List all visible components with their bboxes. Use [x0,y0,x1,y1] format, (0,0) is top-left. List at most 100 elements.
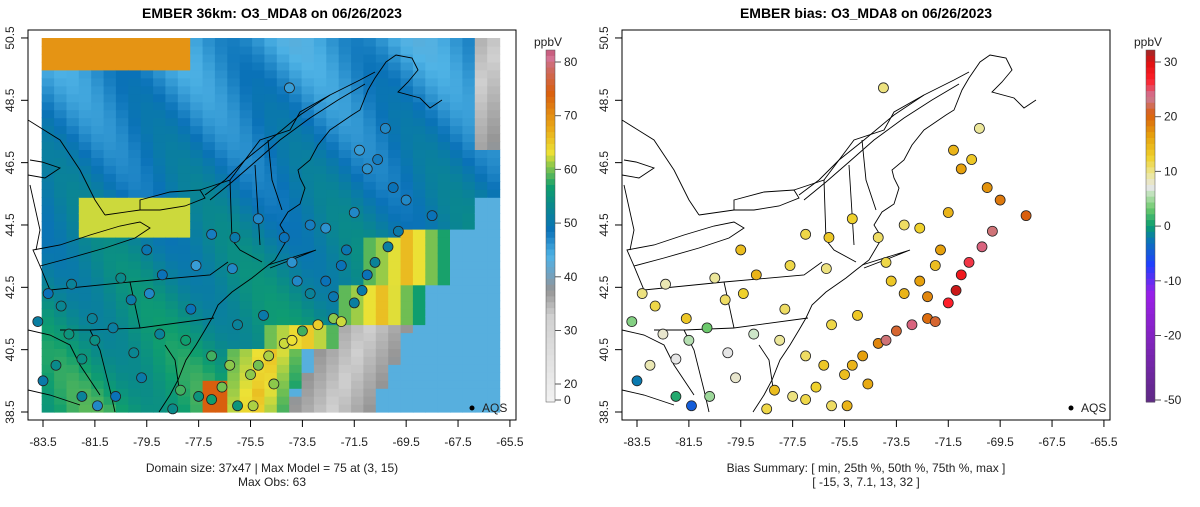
grid-cell [412,252,426,262]
grid-cell [78,252,92,262]
grid-cell [326,205,340,214]
grid-cell [128,324,142,334]
grid-cell [239,284,253,294]
grid-cell [128,316,142,326]
grid-cell [400,348,414,357]
grid-cell [425,61,439,71]
grid-cell [388,101,402,111]
grid-cell [338,109,352,119]
grid-cell [388,157,402,166]
grid-cell [462,109,476,119]
grid-cell [388,165,402,174]
grid-cell [450,364,463,373]
grid-cell [66,372,80,381]
grid-cell [202,268,216,278]
grid-cell [41,61,55,71]
grid-cell [177,284,191,294]
grid-cell [474,125,488,135]
grid-cell [214,284,228,294]
grid-cell [326,276,340,286]
grid-cell [239,332,253,341]
grid-cell [165,85,179,95]
grid-cell [177,292,191,302]
grid-cell [313,189,327,198]
grid-cell [276,197,290,206]
grid-cell [227,316,241,326]
grid-cell [153,69,167,79]
grid-cell [41,117,55,127]
grid-cell [289,157,303,166]
grid-cell [363,101,377,111]
grid-cell [91,93,105,103]
grid-cell [412,292,426,302]
grid-cell [412,77,426,87]
grid-cell [338,93,352,103]
grid-cell [227,332,241,341]
grid-cell [437,364,451,373]
grid-cell [128,244,142,254]
grid-cell [313,141,327,150]
y-tick-label: 44.5 [3,213,17,237]
grid-cell [115,77,129,87]
grid-cell [177,141,191,150]
colorbar-tick-label: 0 [1164,219,1171,233]
grid-cell [66,292,80,302]
grid-cell [326,93,340,103]
grid-cell [474,213,488,222]
grid-cell [140,316,154,326]
bias-point [880,256,892,268]
grid-cell [41,221,55,230]
grid-cell [276,404,290,413]
grid-cell [91,189,105,198]
grid-cell [487,141,501,150]
grid-cell [239,149,253,158]
grid-cell [153,292,167,302]
bias-point [774,334,786,346]
grid-cell [326,300,340,310]
grid-cell [450,157,463,166]
colorbar-swatch [546,61,555,69]
grid-cell [400,372,414,381]
grid-cell [351,125,365,135]
grid-cell [425,69,439,79]
x-tick-label: -71.5 [341,435,369,449]
station-point [361,269,373,281]
bias-point [922,291,933,303]
grid-cell [54,356,68,365]
grid-cell [41,276,55,286]
grid-cell [375,109,389,119]
grid-cell [66,77,80,87]
grid-cell [313,38,327,47]
grid-cell [190,173,204,182]
grid-cell [487,236,501,246]
grid-cell [412,173,426,182]
grid-cell [351,356,365,365]
grid-cell [66,364,80,373]
grid-cell [140,252,154,262]
grid-cell [338,308,352,318]
grid-cell [214,53,228,63]
grid-cell [363,284,377,294]
grid-cell [128,252,142,262]
colorbar-swatch [546,96,555,104]
grid-cell [450,324,463,334]
grid-cell [54,109,68,119]
grid-cell [425,85,439,95]
grid-cell [153,109,167,119]
grid-cell [78,69,92,79]
grid-cell [351,252,365,262]
grid-cell [474,85,488,95]
station-point [335,316,347,328]
grid-cell [91,372,105,381]
grid-cell [91,38,105,47]
grid-cell [54,324,68,334]
grid-cell [462,308,476,318]
colorbar-swatch [1146,331,1155,338]
grid-cell [487,348,501,357]
grid-cell [202,181,216,190]
grid-cell [78,197,92,206]
grid-cell [252,181,266,190]
grid-cell [301,141,315,150]
grid-cell [214,396,228,405]
grid-cell [153,308,167,318]
